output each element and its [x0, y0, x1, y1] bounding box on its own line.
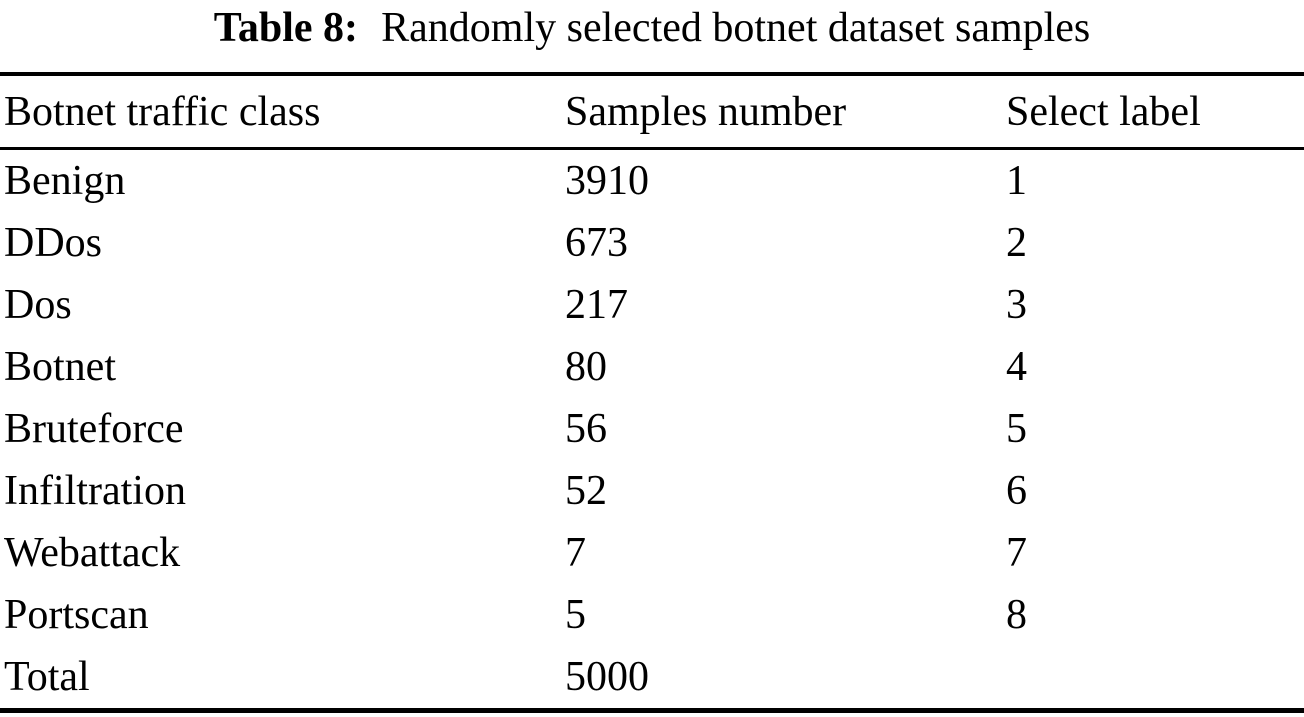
- table-row: Portscan 5 8: [0, 584, 1304, 646]
- cell-samples-number: 56: [565, 406, 607, 452]
- cell-select-label: 3: [1006, 282, 1027, 328]
- table-row: Total 5000: [0, 646, 1304, 711]
- table-row: DDos 673 2: [0, 212, 1304, 274]
- table-caption-title: Randomly selected botnet dataset samples: [381, 5, 1091, 51]
- table-caption-label: Table 8:: [213, 5, 359, 51]
- table-row: Benign 3910 1: [0, 149, 1304, 213]
- cell-select-label: [1002, 646, 1304, 711]
- table-caption: Table 8: Randomly selected botnet dataset…: [0, 0, 1304, 72]
- table-row: Dos 217 3: [0, 274, 1304, 336]
- cell-botnet-traffic-class: Total: [4, 654, 90, 700]
- cell-botnet-traffic-class: Webattack: [4, 530, 181, 576]
- cell-select-label: 5: [1006, 406, 1027, 452]
- cell-select-label: 6: [1006, 468, 1027, 514]
- cell-botnet-traffic-class: Infiltration: [4, 468, 186, 514]
- cell-botnet-traffic-class: Botnet: [4, 344, 116, 390]
- cell-select-label: 7: [1006, 530, 1027, 576]
- cell-botnet-traffic-class: Dos: [4, 282, 72, 328]
- cell-botnet-traffic-class: DDos: [4, 220, 103, 266]
- table-row: Webattack 7 7: [0, 522, 1304, 584]
- cell-botnet-traffic-class: Bruteforce: [4, 406, 184, 452]
- cell-select-label: 1: [1006, 158, 1027, 204]
- column-header-botnet-traffic-class: Botnet traffic class: [0, 74, 561, 150]
- cell-samples-number: 52: [565, 468, 607, 514]
- cell-samples-number: 3910: [565, 158, 649, 204]
- cell-select-label: 2: [1006, 220, 1027, 266]
- table-row: Infiltration 52 6: [0, 460, 1304, 522]
- table-header: Botnet traffic class Samples number Sele…: [0, 74, 1304, 150]
- botnet-samples-table: Botnet traffic class Samples number Sele…: [0, 72, 1304, 713]
- header-row: Botnet traffic class Samples number Sele…: [0, 74, 1304, 150]
- cell-samples-number: 217: [565, 282, 628, 328]
- table-row: Botnet 80 4: [0, 336, 1304, 398]
- cell-samples-number: 5000: [565, 654, 649, 700]
- table-row: Bruteforce 56 5: [0, 398, 1304, 460]
- cell-samples-number: 7: [565, 530, 586, 576]
- cell-botnet-traffic-class: Portscan: [4, 592, 149, 638]
- cell-samples-number: 673: [565, 220, 628, 266]
- column-header-samples-number: Samples number: [561, 74, 1002, 150]
- column-header-select-label: Select label: [1002, 74, 1304, 150]
- cell-select-label: 4: [1006, 344, 1027, 390]
- cell-botnet-traffic-class: Benign: [4, 158, 126, 204]
- table-body: Benign 3910 1 DDos 673 2 Dos 217 3 Botne…: [0, 149, 1304, 711]
- cell-samples-number: 80: [565, 344, 607, 390]
- cell-select-label: 8: [1006, 592, 1027, 638]
- cell-samples-number: 5: [565, 592, 586, 638]
